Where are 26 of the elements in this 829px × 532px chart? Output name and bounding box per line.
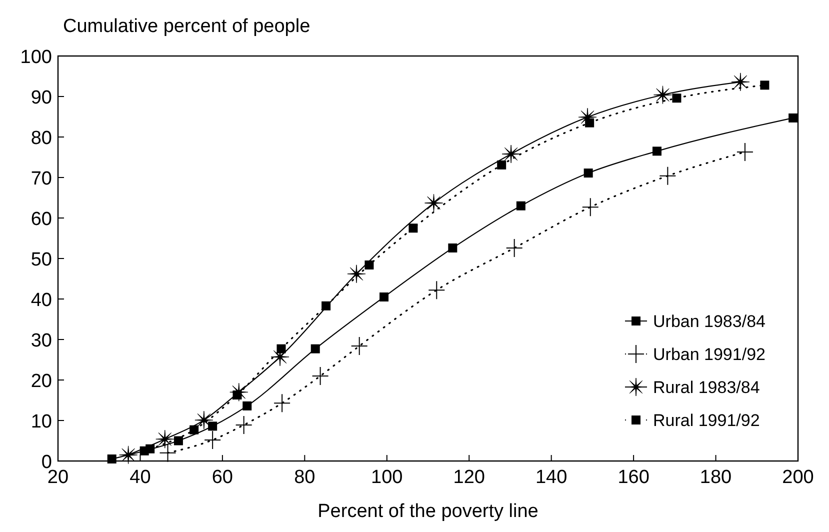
y-tick-label: 80 bbox=[30, 128, 52, 149]
y-tick-label: 70 bbox=[30, 168, 52, 190]
x-axis-title: Percent of the poverty line bbox=[318, 501, 538, 522]
y-tick-label: 40 bbox=[30, 290, 52, 311]
legend-label: Urban 1991/92 bbox=[653, 345, 766, 364]
y-tick-label: 50 bbox=[30, 250, 52, 270]
x-tick-label: 100 bbox=[371, 467, 403, 488]
x-tick-label: 20 bbox=[47, 467, 69, 488]
x-tick-label: 60 bbox=[212, 467, 234, 488]
legend-label: Urban 1983/84 bbox=[653, 312, 766, 331]
y-axis-title: Cumulative percent of people bbox=[63, 16, 310, 37]
x-tick-label: 80 bbox=[294, 467, 316, 488]
y-tick-label: 60 bbox=[30, 209, 52, 230]
x-tick-label: 180 bbox=[700, 467, 732, 488]
y-tick-label: 90 bbox=[30, 88, 52, 108]
x-tick-label: 200 bbox=[782, 467, 814, 488]
y-tick-label: 30 bbox=[30, 330, 52, 352]
x-tick-label: 160 bbox=[618, 467, 650, 488]
legend-label: Rural 1983/84 bbox=[653, 378, 760, 397]
y-tick-label: 10 bbox=[30, 412, 52, 432]
x-tick-label: 120 bbox=[453, 467, 485, 488]
legend-label: Rural 1991/92 bbox=[653, 411, 760, 430]
x-tick-label: 140 bbox=[535, 467, 568, 488]
y-tick-label: 100 bbox=[20, 47, 52, 68]
y-tick-label: 20 bbox=[30, 371, 52, 392]
x-tick-label: 40 bbox=[130, 467, 151, 488]
